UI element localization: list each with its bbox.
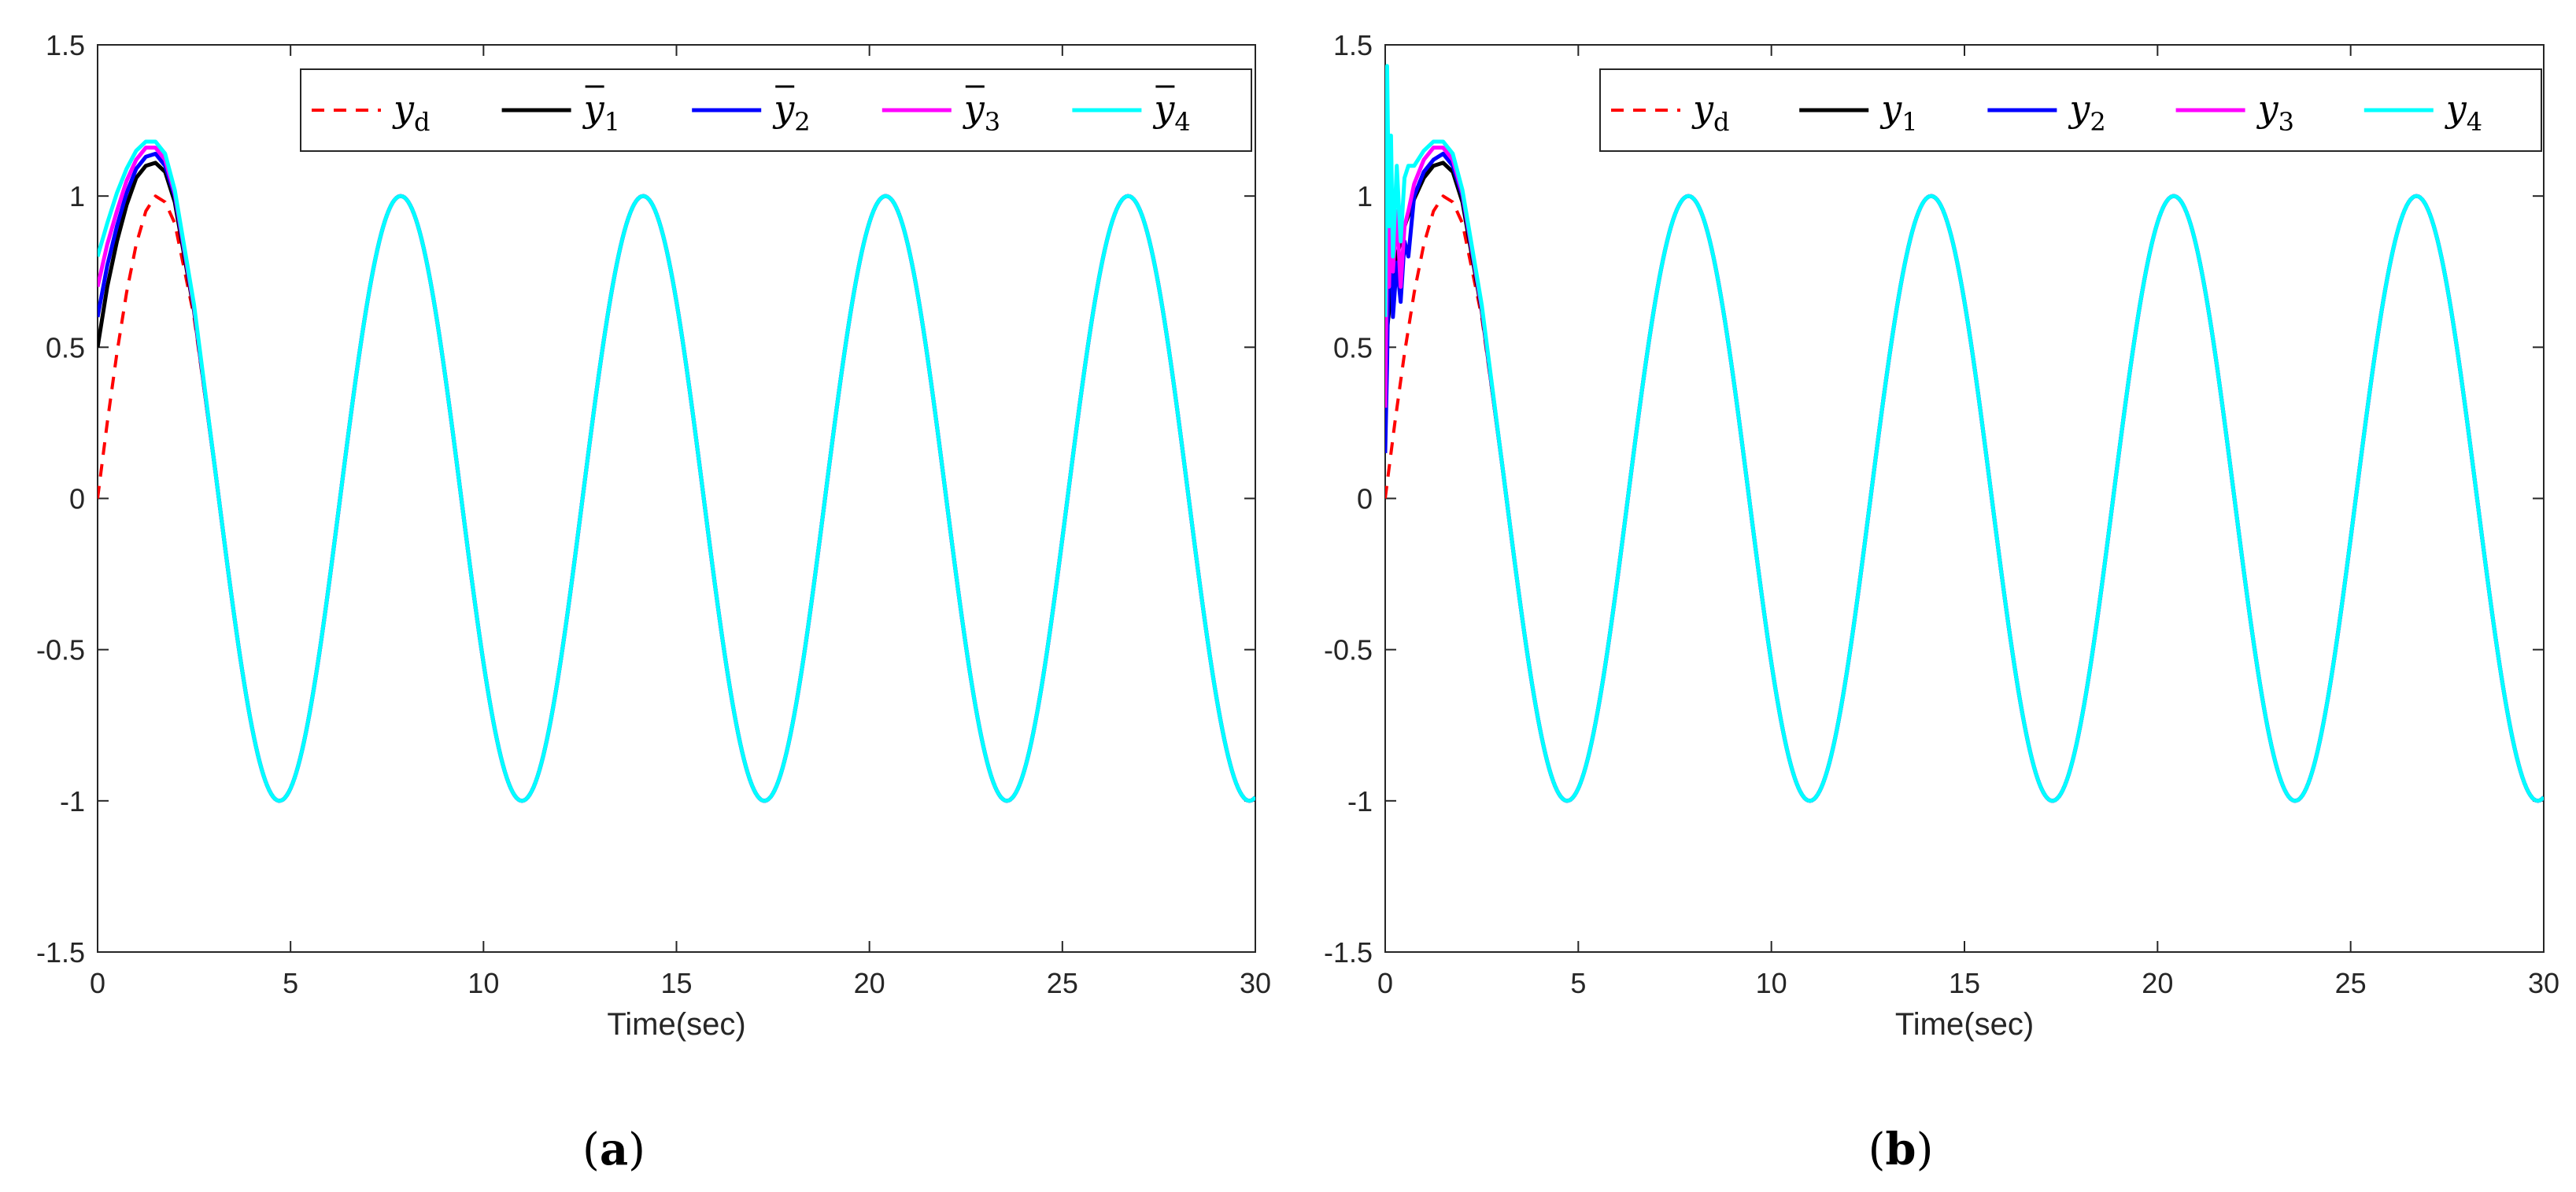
y-tick-label: -0.5	[36, 634, 85, 666]
legend: yd y1 y2 y3 y4	[1599, 68, 2542, 152]
legend-label: y1	[1879, 87, 1917, 137]
x-tick-label: 20	[854, 967, 885, 999]
series-line-y4	[1385, 64, 2544, 803]
legend-label: y3	[2256, 87, 2294, 137]
legend-label: y2	[772, 87, 810, 137]
x-tick-label: 20	[2142, 967, 2173, 999]
legend-entry: y4	[1072, 85, 1191, 137]
series-group	[98, 139, 1255, 803]
x-tick-label: 5	[1570, 967, 1586, 999]
axes-box	[1384, 44, 2545, 953]
y-tick-label: -1	[1347, 785, 1373, 817]
legend-entry: y1	[1799, 87, 1918, 137]
x-axis-label: Time(sec)	[1895, 1007, 2034, 1042]
x-tick-label: 10	[468, 967, 499, 999]
x-tick-label: 0	[90, 967, 105, 999]
x-tick-label: 30	[2528, 967, 2559, 999]
chart-panel-b: 0 5 10 15 20 25 30 1.5 1 0.5 0 -0.5 -1 -1.5 Time(sec) y…	[1324, 29, 2559, 1175]
x-tick-label: 0	[1377, 967, 1393, 999]
y-tick-label: 1.5	[1333, 29, 1373, 61]
x-tick-label: 25	[1047, 967, 1078, 999]
y-tick-label: 0	[1357, 483, 1373, 515]
y-tick-label: 1.5	[46, 29, 85, 61]
legend-entry: y3	[2175, 87, 2294, 137]
y-tick-label: -1.5	[1324, 936, 1373, 969]
y-tick-label: -1.5	[36, 936, 85, 969]
legend-label: y2	[2068, 87, 2105, 137]
axes-box	[97, 44, 1256, 953]
y-tick-label: 1	[1357, 180, 1373, 212]
y-tick-label: -0.5	[1324, 634, 1373, 666]
legend-entry: y1	[501, 85, 620, 137]
series-line-y4	[98, 139, 1255, 803]
y-tick-label: 1	[69, 180, 85, 212]
y-tick-label: -1	[60, 785, 85, 817]
x-tick-label: 10	[1756, 967, 1787, 999]
panel-caption: (b)	[1868, 1124, 1934, 1175]
y-tick-label: 0	[69, 483, 85, 515]
x-tick-label: 5	[283, 967, 298, 999]
x-tick-label: 15	[1949, 967, 1980, 999]
legend-entry: y2	[1987, 87, 2106, 137]
y-tick-label: 0.5	[46, 331, 85, 364]
legend-label: yd	[392, 87, 430, 137]
x-axis-label: Time(sec)	[607, 1007, 745, 1042]
y-tick-label: 0.5	[1333, 331, 1373, 364]
legend: yd y1 y2 y3 y4	[300, 68, 1252, 152]
legend-label: y1	[582, 87, 620, 137]
legend-label: y4	[1152, 87, 1190, 137]
chart-panel-a: 0 5 10 15 20 25 30 1.5 1 0.5 0 -0.5 -1 -1.5 Time(sec) y…	[36, 29, 1271, 1175]
legend-entry: y2	[692, 85, 811, 137]
x-tick-label: 30	[1240, 967, 1271, 999]
legend-entry: yd	[312, 87, 430, 137]
legend-label: y4	[2445, 87, 2482, 137]
legend-entry: y3	[881, 85, 1000, 137]
legend-label: y3	[963, 87, 1000, 137]
series-group	[1385, 64, 2544, 803]
panel-caption: (a)	[582, 1124, 645, 1175]
legend-label: yd	[1691, 87, 1729, 137]
x-tick-label: 15	[660, 967, 692, 999]
legend-entry: y4	[2363, 87, 2482, 137]
legend-entry: yd	[1611, 87, 1729, 137]
x-tick-label: 25	[2335, 967, 2367, 999]
